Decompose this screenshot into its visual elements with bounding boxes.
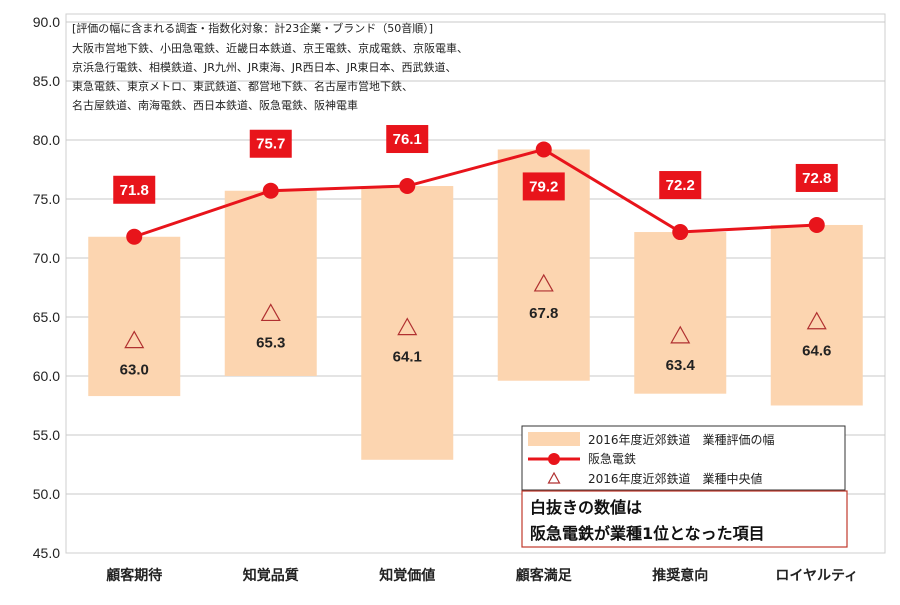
data-label: 79.2 bbox=[529, 178, 558, 195]
data-label: 72.8 bbox=[802, 170, 831, 187]
note-line: 大阪市営地下鉄、小田急電鉄、近畿日本鉄道、京王電鉄、京成電鉄、京阪電車、 bbox=[72, 41, 468, 55]
x-category-label: 顧客満足 bbox=[516, 567, 573, 584]
range-bar bbox=[361, 186, 454, 460]
median-label: 64.6 bbox=[802, 343, 831, 360]
y-tick-label: 45.0 bbox=[33, 545, 60, 561]
note-line: 東急電鉄、東京メトロ、東武鉄道、都営地下鉄、名古屋市営地下鉄、 bbox=[72, 79, 413, 93]
note-line: 京浜急行電鉄、相模鉄道、JR九州、JR東海、JR西日本、JR東日本、西武鉄道、 bbox=[72, 60, 457, 74]
y-tick-label: 65.0 bbox=[33, 309, 60, 325]
median-marker bbox=[806, 311, 827, 330]
y-tick-label: 70.0 bbox=[33, 250, 60, 266]
legend-triangle-icon bbox=[547, 471, 561, 484]
y-tick-label: 55.0 bbox=[33, 427, 60, 443]
data-label: 72.2 bbox=[666, 177, 695, 194]
range-bars bbox=[88, 149, 863, 460]
median-marker bbox=[670, 325, 691, 344]
range-bar bbox=[634, 232, 727, 394]
median-label: 64.1 bbox=[393, 349, 422, 366]
legend-line-label: 阪急電鉄 bbox=[588, 451, 636, 466]
legend-range-swatch bbox=[528, 432, 580, 446]
series-point bbox=[808, 216, 825, 233]
x-category-label: 推奨意向 bbox=[652, 567, 708, 584]
range-bar bbox=[770, 224, 863, 406]
y-tick-label: 50.0 bbox=[33, 486, 60, 502]
series-point bbox=[399, 178, 416, 195]
median-marker bbox=[124, 330, 145, 349]
x-category-label: 知覚価値 bbox=[379, 567, 435, 584]
data-label-box bbox=[795, 163, 838, 192]
x-category-label: 顧客期待 bbox=[106, 567, 162, 584]
callout-line: 阪急電鉄が業種1位となった項目 bbox=[530, 524, 765, 543]
legend-median-label: 2016年度近郊鉄道 業種中央値 bbox=[588, 471, 763, 486]
legend-line-marker bbox=[548, 453, 560, 465]
series-line bbox=[133, 147, 817, 239]
data-label-box bbox=[659, 171, 702, 200]
x-category-label: ロイヤルティ bbox=[775, 568, 858, 584]
median-label: 63.4 bbox=[666, 357, 696, 374]
series-point bbox=[262, 182, 279, 199]
median-marker bbox=[533, 273, 554, 292]
range-bar bbox=[88, 236, 181, 397]
note-line: [評価の幅に含まれる調査・指数化対象：計23企業・ブランド（50音順）] bbox=[72, 21, 433, 35]
company-line: 71.8 75.7 76.1 79.2 72.2 72.8 bbox=[113, 125, 838, 245]
series-point bbox=[535, 141, 552, 158]
callout-box bbox=[521, 490, 848, 548]
note-line: 名古屋鉄道、南海電鉄、西日本鉄道、阪急電鉄、阪神電車 bbox=[72, 98, 358, 112]
x-category-label: 知覚品質 bbox=[243, 567, 299, 584]
range-bar bbox=[224, 190, 317, 376]
y-axis: 45.0 50.0 55.0 60.0 65.0 70.0 75.0 80.0 85.0 90.0 bbox=[33, 14, 60, 561]
note: [評価の幅に含まれる調査・指数化対象：計23企業・ブランド（50音順）] 大阪市… bbox=[72, 21, 468, 112]
median-markers: 63.0 65.3 64.1 67.8 63.4 64.6 bbox=[120, 273, 831, 379]
data-label-box bbox=[113, 175, 156, 204]
y-tick-label: 85.0 bbox=[33, 73, 60, 89]
callout-line: 白抜きの数値は bbox=[530, 498, 642, 517]
legend: 2016年度近郊鉄道 業種評価の幅 阪急電鉄 2016年度近郊鉄道 業種中央値 bbox=[521, 425, 846, 491]
y-tick-label: 90.0 bbox=[33, 14, 60, 30]
data-label-box bbox=[249, 129, 292, 158]
data-label-box bbox=[522, 172, 565, 201]
data-label: 76.1 bbox=[393, 131, 422, 148]
median-label: 65.3 bbox=[256, 334, 285, 351]
data-label: 75.7 bbox=[256, 136, 285, 153]
median-marker bbox=[260, 303, 281, 322]
y-tick-label: 80.0 bbox=[33, 132, 60, 148]
legend-range-label: 2016年度近郊鉄道 業種評価の幅 bbox=[588, 432, 775, 447]
x-axis: 顧客期待 知覚品質 知覚価値 顧客満足 推奨意向 ロイヤルティ bbox=[106, 567, 858, 584]
y-tick-label: 75.0 bbox=[33, 191, 60, 207]
callout: 白抜きの数値は 阪急電鉄が業種1位となった項目 bbox=[521, 490, 848, 548]
y-tick-label: 60.0 bbox=[33, 368, 60, 384]
data-label: 71.8 bbox=[120, 182, 149, 199]
median-label: 67.8 bbox=[529, 305, 558, 322]
median-label: 63.0 bbox=[120, 362, 149, 379]
series-point bbox=[126, 228, 143, 245]
median-marker bbox=[397, 317, 418, 336]
data-label-box bbox=[386, 125, 429, 154]
series-point bbox=[672, 224, 689, 241]
